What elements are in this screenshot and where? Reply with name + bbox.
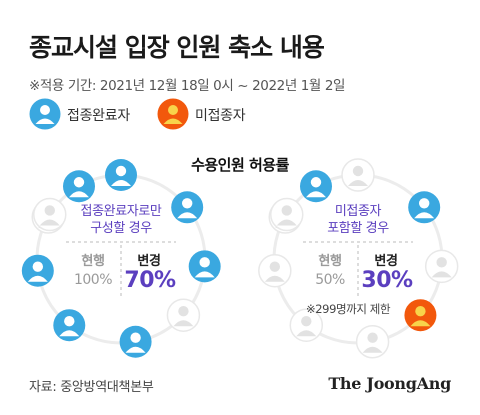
period-note: ※적용 기간: 2021년 12월 18일 0시 ~ 2022년 1월 2일 [29,78,346,94]
right-scenario-label: 미접종자 포함할 경우 [327,204,389,236]
left-scenario-label: 접종완료자로만 구성할 경우 [80,204,162,236]
left-vaccinated-person-icon [119,325,152,358]
brand-logo: The JoongAng [328,374,451,393]
right-empty-seat-icon [289,308,324,342]
left-empty-seat-icon [33,197,67,232]
legend-vaccinated-label: 접종완료자 [67,108,130,124]
legend-unvaccinated: 미접종자 [157,98,246,130]
left-vaccinated-person-icon [188,250,221,283]
left-vaccinated-person-icon [53,309,86,342]
legend-unvaccinated-label: 미접종자 [195,108,246,124]
right-limit-note: ※299명까지 제한 [306,302,391,316]
legend-vaccinated: 접종완료자 [29,98,130,130]
right-empty-seat-icon [355,324,390,359]
right-changed-label: 변경 [374,254,398,269]
right-empty-seat-icon [341,158,375,192]
left-vaccinated-person-icon [21,254,54,287]
left-current-label: 현행 [81,254,105,269]
left-changed-label: 변경 [137,254,161,269]
right-empty-seat-icon [258,253,292,288]
source-credit: 자료: 중앙방역대책본부 [29,380,154,395]
right-unvaccinated-person-icon [404,299,437,332]
right-empty-seat-icon [270,197,304,232]
page-title: 종교시설 입장 인원 축소 내용 [29,33,325,62]
right-current-label: 현행 [318,254,342,269]
vaccinated-person-icon [29,98,61,130]
unvaccinated-person-icon [157,98,189,130]
left-changed-value: 70% [124,268,176,293]
right-vaccinated-person-icon [408,191,441,224]
right-vaccinated-person-icon [300,170,332,203]
left-vaccinated-person-icon [63,170,95,203]
left-empty-seat-icon [166,298,201,332]
section-title: 수용인원 허용률 [191,156,289,174]
left-vaccinated-person-icon [105,159,137,191]
right-empty-seat-icon [424,249,459,284]
left-vaccinated-person-icon [171,191,204,224]
right-current-value: 50% [315,272,345,288]
right-changed-value: 30% [361,268,413,293]
left-current-value: 100% [73,272,113,288]
